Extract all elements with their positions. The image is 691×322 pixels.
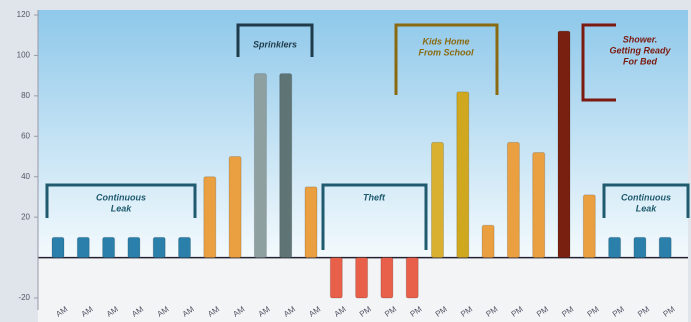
annotation-text: Leak (111, 203, 133, 213)
annotation-text: Theft (363, 192, 386, 202)
annotation-text: From School (418, 47, 474, 57)
annotation-bracket (236, 23, 314, 57)
annotation-text: Getting Ready (609, 45, 671, 55)
bar (532, 151, 546, 259)
annotation-bracket (321, 183, 428, 250)
bar (253, 73, 267, 259)
bar (633, 236, 647, 259)
bar (102, 236, 116, 259)
bar (608, 236, 622, 259)
y-tick-label: 60 (21, 131, 30, 140)
annotation-text: Continuous (96, 192, 146, 202)
bar (355, 257, 369, 299)
annotation-bracket (45, 183, 197, 218)
annotation-text: Kids Home (422, 36, 469, 46)
bar (228, 156, 242, 259)
bar (279, 73, 293, 259)
bar (203, 176, 217, 259)
bar (51, 236, 65, 259)
annotation-text: Leak (636, 203, 658, 213)
annotation-bracket (581, 23, 616, 102)
annotation-bracket (394, 23, 499, 95)
annotation-text: Shower. (623, 34, 658, 44)
bar (481, 224, 495, 259)
bar (557, 30, 571, 259)
y-tick-label: 100 (17, 51, 31, 60)
bar (178, 236, 191, 259)
bar (431, 141, 444, 259)
bar (380, 257, 394, 299)
bar (152, 236, 166, 259)
bar (76, 236, 90, 259)
bar (127, 236, 141, 259)
bar (582, 194, 596, 259)
y-tick-label: 80 (21, 91, 30, 100)
annotation-bracket (602, 183, 690, 218)
y-tick-label: 40 (21, 172, 30, 181)
annotation-text: Sprinklers (253, 39, 297, 49)
plot-area (38, 10, 688, 258)
bar (329, 257, 343, 299)
y-tick-label: 120 (17, 10, 31, 19)
bar (405, 257, 419, 299)
y-tick-label: -20 (18, 293, 30, 302)
bar (456, 91, 470, 259)
bar (304, 186, 318, 259)
annotation-text: Continuous (621, 192, 671, 202)
annotation-text: For Bed (623, 56, 658, 66)
bar (506, 141, 520, 259)
y-tick-label: 20 (21, 212, 30, 221)
bar (658, 236, 672, 259)
